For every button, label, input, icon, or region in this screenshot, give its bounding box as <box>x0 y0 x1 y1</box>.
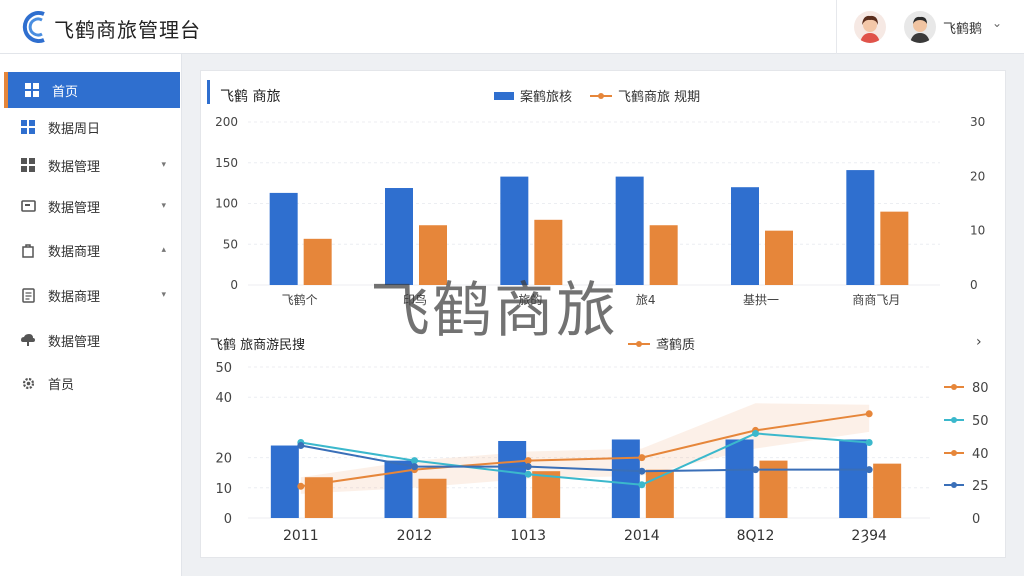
sidebar-item-label: 首页 <box>52 84 79 100</box>
message-icon <box>20 198 36 214</box>
chevron-down-icon: ▾ <box>161 290 166 300</box>
watermark-text: 飞鹤商旅 <box>370 276 618 346</box>
chevron-right-icon[interactable]: › <box>976 334 982 350</box>
sidebar-item-data-business-2[interactable]: 数据商理 ▾ <box>0 277 182 313</box>
gear-icon <box>20 375 36 391</box>
header-divider <box>836 0 837 54</box>
user-avatar-icon[interactable] <box>904 11 936 43</box>
sidebar: 首页 数据周日 数据管理 ▾ 数据管理 ▾ 数据商理 ▴ 数据商理 ▾ <box>0 54 182 576</box>
grid-icon <box>20 157 36 173</box>
sidebar-item-data-daily[interactable]: 数据周日 <box>0 109 182 145</box>
legend-label: 飞鹤商旅 规期 <box>618 90 701 105</box>
cloud-icon <box>20 332 36 348</box>
user-name[interactable]: 飞鹤鹅 <box>943 22 983 37</box>
sidebar-item-data-manage-2[interactable]: 数据管理 ▾ <box>0 188 182 224</box>
sidebar-item-staff[interactable]: 首员 <box>0 365 182 401</box>
legend-label: 案鹤旅核 <box>520 90 573 105</box>
sidebar-item-label: 数据周日 <box>48 121 101 137</box>
chevron-down-icon[interactable]: ⌄ <box>992 16 1003 30</box>
chevron-up-icon: ▴ <box>161 245 166 255</box>
sidebar-item-label: 数据管理 <box>48 159 101 175</box>
sidebar-item-home[interactable]: 首页 <box>4 72 180 108</box>
logo-icon <box>22 11 45 43</box>
chevron-down-icon: ▾ <box>161 201 166 211</box>
male-avatar-icon <box>910 16 930 43</box>
sidebar-item-label: 数据商理 <box>48 289 101 305</box>
chart-1-title: 飞鹤 商旅 <box>220 89 281 105</box>
bag-icon <box>20 242 36 258</box>
chevron-down-icon: ▾ <box>161 160 166 170</box>
legend-swatch <box>590 92 612 99</box>
chart-1-legend-bar[interactable]: 案鹤旅核 <box>494 86 572 105</box>
document-icon <box>20 287 36 303</box>
title-accent-bar <box>207 80 210 104</box>
sidebar-item-data-manage-3[interactable]: 数据管理 <box>0 322 182 358</box>
chart-2-legend-line[interactable]: 鸢鹤质 <box>628 334 695 353</box>
sidebar-item-label: 数据管理 <box>48 200 101 216</box>
avatar-icon[interactable] <box>854 11 886 43</box>
legend-swatch <box>494 91 514 100</box>
sidebar-item-label: 数据商理 <box>48 244 101 260</box>
female-avatar-icon <box>860 15 880 43</box>
sidebar-item-data-manage-1[interactable]: 数据管理 ▾ <box>0 147 182 183</box>
sidebar-item-label: 首员 <box>48 377 75 393</box>
legend-swatch <box>628 340 650 347</box>
grid-icon <box>20 119 36 135</box>
app-title: 飞鹤商旅管理台 <box>54 18 201 42</box>
chart-1-legend-line[interactable]: 飞鹤商旅 规期 <box>590 86 700 105</box>
legend-label: 鸢鹤质 <box>656 338 696 353</box>
grid-icon <box>24 82 40 98</box>
top-header: 飞鹤商旅管理台 飞鹤鹅 ⌄ <box>0 0 1024 54</box>
sidebar-item-data-business-1[interactable]: 数据商理 ▴ <box>0 232 182 268</box>
sidebar-item-label: 数据管理 <box>48 334 101 350</box>
chart-2-title: 飞鹤 旅商游民搜 <box>210 338 306 353</box>
